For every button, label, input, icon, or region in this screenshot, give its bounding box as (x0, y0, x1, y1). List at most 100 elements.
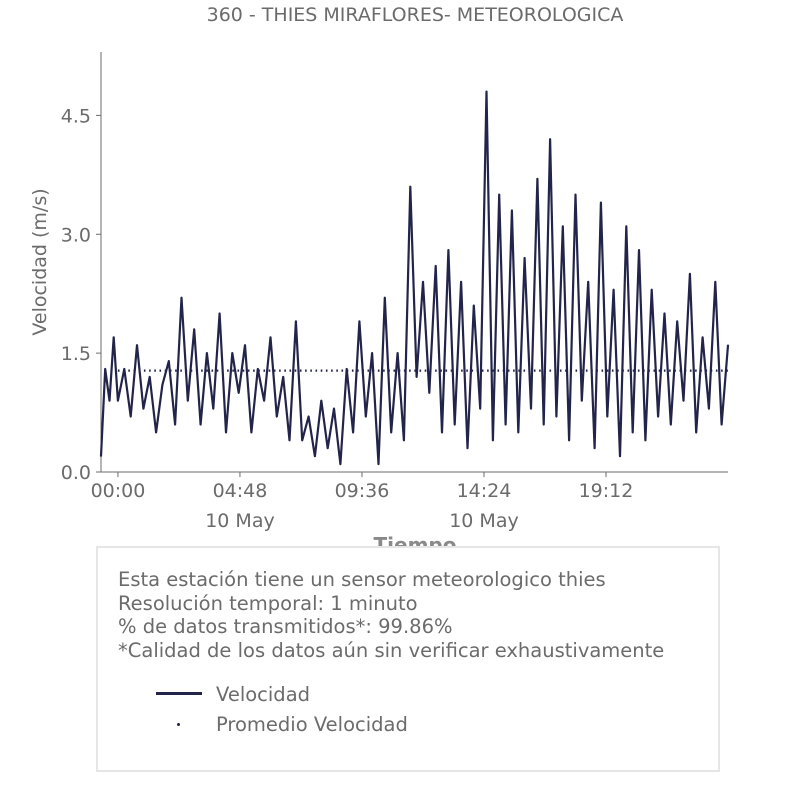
data-point (504, 423, 507, 426)
info-line-quality: *Calidad de los datos aún sin verificar … (118, 638, 665, 662)
x-tick-label: 04:48 (213, 480, 268, 502)
data-point (250, 431, 253, 434)
data-point (187, 399, 189, 402)
data-point (479, 407, 481, 410)
chart-title: 360 - THIES MIRAFLORES- METEOROLOGICA (207, 4, 624, 26)
data-point (364, 415, 367, 418)
data-point (100, 455, 102, 457)
data-point (142, 407, 145, 410)
x-tick-label: 14:24 (457, 480, 512, 502)
data-point (587, 281, 589, 283)
data-point (434, 265, 437, 267)
data-point (339, 463, 342, 465)
data-point (199, 423, 202, 426)
data-point (256, 368, 259, 370)
data-point (384, 296, 386, 299)
legend-label-promedio: Promedio Velocidad (216, 712, 408, 736)
data-point (549, 138, 551, 140)
data-point (460, 281, 462, 283)
info-box: Esta estación tiene un sensor meteorolog… (96, 546, 720, 772)
data-point (161, 384, 164, 386)
data-point (269, 336, 272, 339)
legend-label-velocidad: Velocidad (216, 682, 311, 706)
data-point (333, 407, 335, 410)
data-point (288, 439, 291, 442)
data-point (485, 90, 488, 93)
data-point (295, 320, 297, 323)
data-point (473, 304, 475, 307)
y-tick-label: 1.5 (61, 343, 91, 365)
data-point (561, 225, 564, 228)
legend-swatch-solid-line (156, 682, 202, 706)
data-point (638, 249, 640, 251)
data-point (276, 415, 278, 418)
data-point (727, 344, 729, 347)
data-point (415, 376, 418, 378)
data-point (320, 399, 323, 402)
data-point (517, 431, 520, 434)
data-point (453, 423, 456, 426)
data-point (206, 352, 208, 354)
data-point (225, 431, 227, 434)
data-point (282, 376, 284, 378)
data-point (108, 399, 111, 402)
data-point (123, 368, 126, 370)
x-date-label: 10 May (205, 510, 275, 532)
data-point (670, 423, 672, 426)
data-point (422, 281, 424, 283)
data-point (606, 415, 609, 418)
data-point (155, 431, 157, 434)
data-point (180, 296, 183, 299)
data-point (498, 193, 501, 196)
data-point (682, 399, 685, 402)
data-point (212, 407, 215, 410)
info-line-resolution: Resolución temporal: 1 minuto (118, 591, 418, 615)
data-point (117, 399, 119, 402)
data-point (676, 320, 678, 323)
data-point (644, 439, 647, 442)
data-point (314, 455, 316, 457)
data-point (396, 352, 399, 354)
data-point (167, 360, 170, 362)
data-point (530, 407, 532, 410)
data-point (555, 415, 558, 418)
data-point (701, 336, 704, 339)
data-point (409, 185, 412, 188)
y-axis-label: Velocidad (m/s) (29, 188, 51, 335)
data-point (612, 288, 615, 291)
data-point (237, 391, 240, 394)
info-line-station: Esta estación tiene un sensor meteorolog… (118, 568, 606, 591)
legend-item-promedio: Promedio Velocidad (156, 712, 408, 736)
data-point (193, 328, 196, 331)
data-point (568, 439, 570, 442)
data-point (231, 352, 234, 354)
data-point (301, 439, 304, 442)
data-point (689, 273, 691, 275)
x-tick-label: 19:12 (579, 480, 634, 502)
data-point (523, 257, 526, 259)
info-line-transmitted: % de datos transmitidos*: 99.86% (118, 615, 453, 638)
y-tick-label: 3.0 (61, 224, 91, 246)
data-point (542, 423, 545, 426)
data-point (492, 439, 494, 442)
data-point (129, 415, 132, 418)
data-point (593, 447, 596, 450)
data-point (619, 455, 621, 457)
data-point (600, 201, 602, 204)
data-point (244, 344, 246, 347)
data-point (326, 447, 329, 450)
x-tick-label: 00:00 (91, 480, 146, 502)
data-point (390, 431, 392, 434)
data-point (441, 431, 443, 434)
data-point (218, 312, 221, 315)
data-point (536, 177, 539, 180)
data-point (174, 423, 176, 426)
data-point (708, 407, 710, 410)
data-point (263, 399, 265, 402)
data-point (148, 376, 151, 378)
data-point (104, 368, 107, 370)
legend-swatch-dotted-line (156, 712, 202, 736)
data-point (112, 336, 115, 339)
data-point (581, 399, 583, 402)
data-point (428, 391, 431, 394)
